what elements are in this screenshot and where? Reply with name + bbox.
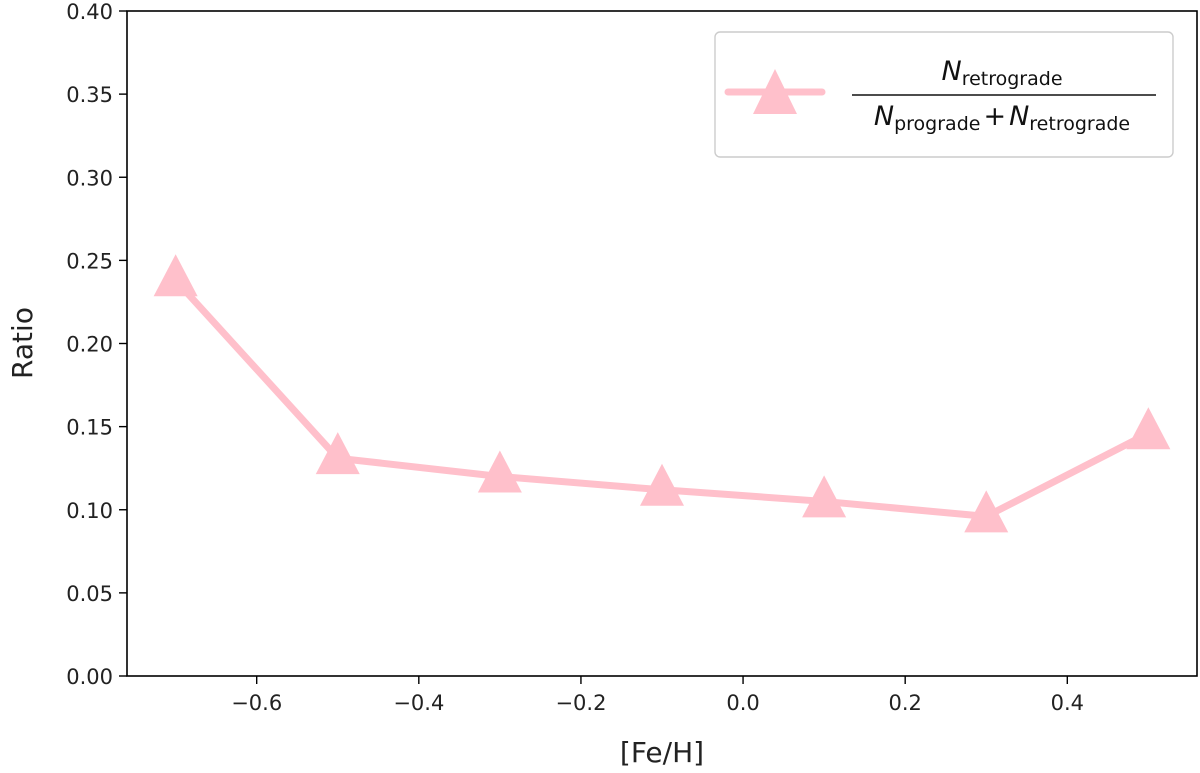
data-point-marker xyxy=(315,432,360,475)
y-tick-label: 0.05 xyxy=(66,582,113,606)
x-tick-label: 0.2 xyxy=(888,691,921,715)
y-tick-label: 0.25 xyxy=(66,249,113,273)
y-tick-label: 0.00 xyxy=(66,665,113,689)
data-point-marker xyxy=(802,475,847,518)
legend: Nretrograde Nprograde + Nretrograde xyxy=(714,31,1174,158)
y-tick-label: 0.35 xyxy=(66,83,113,107)
ticks-layer: −0.6 −0.4 −0.2 0.0 0.2 0.4 0.00 0.05 0.10 0.15 0.2… xyxy=(66,0,1084,715)
data-point-marker xyxy=(640,463,684,506)
y-tick-label: 0.30 xyxy=(66,166,113,190)
x-axis-label: [Fe/H] xyxy=(620,736,704,769)
x-tick-label: 0.4 xyxy=(1051,691,1084,715)
y-tick-label: 0.20 xyxy=(66,333,113,357)
data-point-marker xyxy=(964,490,1009,533)
legend-denominator: Nprograde + Nretrograde xyxy=(874,101,1130,135)
data-point-marker xyxy=(153,254,198,297)
x-tick-label: −0.2 xyxy=(555,691,606,715)
y-tick-label: 0.15 xyxy=(66,416,113,440)
data-point-marker xyxy=(477,450,522,493)
y-tick-label: 0.10 xyxy=(66,499,113,523)
legend-numerator: Nretrograde xyxy=(941,56,1062,90)
data-point-marker xyxy=(1126,407,1171,450)
x-tick-label: −0.6 xyxy=(231,691,282,715)
series-layer xyxy=(153,254,1171,533)
y-axis-label: Ratio xyxy=(6,307,39,379)
y-tick-label: 0.40 xyxy=(66,0,113,24)
x-tick-label: −0.4 xyxy=(393,691,444,715)
x-tick-label: 0.0 xyxy=(726,691,759,715)
legend-marker-swatch xyxy=(753,69,797,114)
